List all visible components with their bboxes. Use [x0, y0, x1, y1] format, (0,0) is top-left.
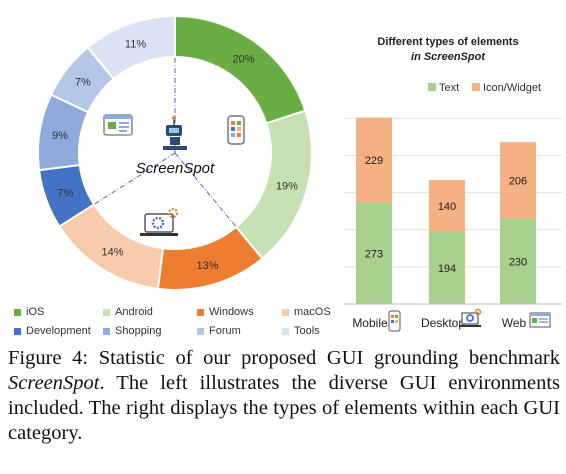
legend-swatch: [282, 308, 289, 316]
bar-mobile-icon-widget: [356, 117, 392, 203]
legend-item-tools: Tools: [282, 325, 320, 337]
legend-label-text: Text: [439, 82, 459, 94]
donut-segment-tools: [86, 14, 176, 81]
donut-label-macos: 14%: [102, 246, 124, 258]
legend-swatch: [282, 327, 289, 335]
donut-label-ios: 20%: [232, 54, 254, 66]
desktop-gear-icon: [140, 207, 179, 236]
legend-swatch: [14, 308, 21, 316]
bar-value-label: 229: [365, 155, 383, 167]
web-window-icon: [103, 114, 133, 136]
bar-value-label: 230: [509, 256, 527, 268]
legend-swatch: [197, 327, 204, 335]
chart-title-line1: Different types of elements: [377, 36, 518, 48]
donut-chart: 20% 19% 13% 14% 7% 9% 7% 11% ScreenSpot: [37, 14, 313, 291]
robot-icon: [163, 116, 187, 150]
category-label-desktop: Desktop: [421, 316, 465, 330]
donut-label-forum: 7%: [75, 77, 91, 89]
category-label-mobile: Mobile: [352, 316, 388, 330]
bar-value-label: 194: [438, 263, 456, 275]
legend-swatch: [103, 308, 110, 316]
legend-item-android: Android: [103, 306, 153, 318]
legend-item-forum: Forum: [197, 325, 241, 337]
desktop-category-icon: [459, 308, 482, 327]
bar-legend: Text Icon/Widget: [428, 82, 541, 94]
stacked-bar-chart: Different types of elements in ScreenSpot…: [344, 36, 562, 332]
center-title: ScreenSpot: [136, 160, 215, 177]
bar-mobile-text: [356, 202, 392, 304]
bar-value-label: 140: [438, 201, 456, 213]
donut-segment-ios: [174, 14, 307, 125]
bar-web-icon-widget: [500, 142, 536, 219]
legend-swatch-icon-widget: [472, 83, 480, 91]
divider-line: [93, 152, 176, 205]
web-category-icon: [529, 312, 551, 328]
legend-item-ios: iOS: [14, 306, 44, 318]
donut-label-development: 7%: [57, 187, 73, 199]
category-label-web: Web: [502, 316, 527, 330]
donut-segment-android: [234, 109, 313, 260]
figure: 20% 19% 13% 14% 7% 9% 7% 11% ScreenSpot Differen…: [14, 14, 562, 337]
bar-desktop-icon-widget: [429, 180, 465, 232]
mobile-category-icon: [388, 310, 401, 332]
figure-caption: Figure 4: Statistic of our proposed GUI …: [8, 347, 560, 444]
legend-swatch: [103, 327, 110, 335]
legend-label-icon-widget: Icon/Widget: [483, 82, 541, 94]
bar-value-label: 273: [365, 248, 383, 260]
legend-swatch-text: [428, 83, 436, 91]
donut-label-windows: 13%: [196, 260, 218, 272]
legend-swatch: [14, 327, 21, 335]
bar-web-text: [500, 218, 536, 304]
donut-label-android: 19%: [276, 181, 298, 193]
legend-item-windows: Windows: [197, 306, 254, 318]
donut-label-tools: 11%: [125, 38, 146, 50]
bar-desktop-text: [429, 231, 465, 304]
bar-value-label: 206: [509, 175, 527, 187]
divider-line: [174, 152, 237, 228]
donut-label-shopping: 9%: [52, 130, 68, 142]
legend-swatch: [197, 308, 204, 316]
legend-item-development: Development: [14, 325, 91, 337]
chart-title-line2: in ScreenSpot: [411, 51, 486, 63]
legend-item-shopping: Shopping: [103, 325, 162, 337]
phone-icon: [227, 115, 245, 145]
legend-item-macos: macOS: [282, 306, 331, 318]
